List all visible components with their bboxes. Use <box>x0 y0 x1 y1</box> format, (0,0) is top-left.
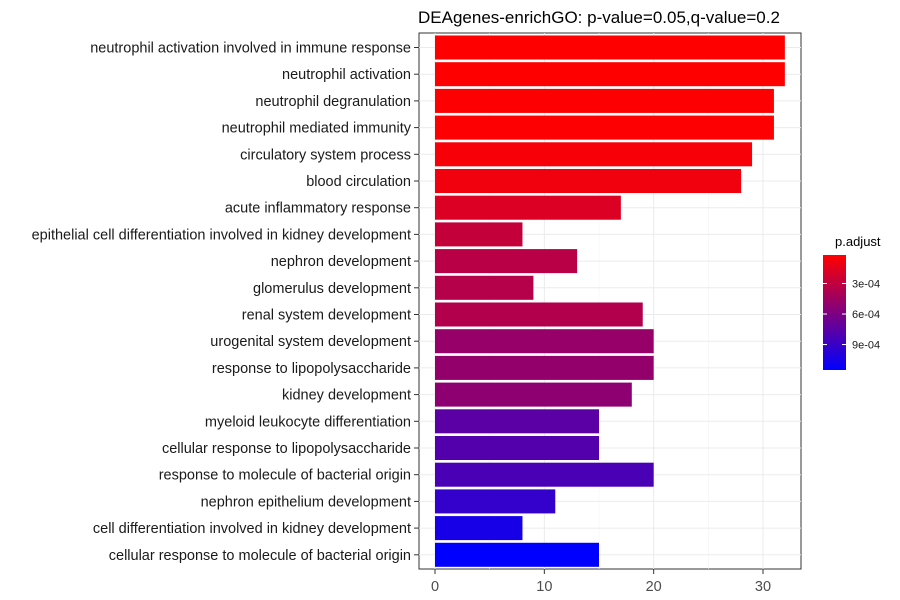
legend-ticks: 3e-04 6e-04 9e-04 <box>823 278 880 352</box>
category-label: neutrophil mediated immunity <box>222 121 412 137</box>
x-tick-label: 10 <box>536 579 552 595</box>
x-tick-label: 0 <box>431 579 439 595</box>
bar <box>435 195 621 220</box>
legend-tick-label: 9e-04 <box>852 340 880 352</box>
bar <box>435 88 774 113</box>
category-label: epithelial cell differentiation involved… <box>32 227 411 243</box>
bar <box>435 409 599 434</box>
category-label: cellular response to lipopolysaccharide <box>162 441 411 457</box>
category-label: neutrophil activation <box>282 67 411 83</box>
bar <box>435 542 599 567</box>
plot-panel <box>418 32 802 570</box>
category-label: urogenital system development <box>210 334 411 350</box>
category-label: cell differentiation involved in kidney … <box>93 521 411 537</box>
category-label: myeloid leukocyte differentiation <box>205 414 411 430</box>
bar <box>435 302 643 327</box>
bar <box>435 275 534 300</box>
category-label: response to lipopolysaccharide <box>212 361 411 377</box>
legend-tick-label: 3e-04 <box>852 278 880 290</box>
bar <box>435 329 654 354</box>
x-tick-label: 20 <box>646 579 662 595</box>
chart-title: DEAgenes-enrichGO: p-value=0.05,q-value=… <box>418 8 780 27</box>
category-label: kidney development <box>282 388 411 404</box>
bar <box>435 355 654 380</box>
bar <box>435 168 742 194</box>
bar <box>435 516 523 541</box>
category-label: cellular response to molecule of bacteri… <box>109 548 411 564</box>
category-label: glomerulus development <box>253 281 411 297</box>
legend-tick-label: 6e-04 <box>852 309 880 321</box>
bar <box>435 142 753 167</box>
category-labels: neutrophil activation involved in immune… <box>32 41 419 564</box>
bar <box>435 62 785 87</box>
category-label: renal system development <box>242 308 411 324</box>
category-label: nephron development <box>271 254 411 270</box>
legend-colorbar <box>823 255 846 370</box>
bar <box>435 462 654 487</box>
category-label: neutrophil degranulation <box>255 94 411 110</box>
category-label: blood circulation <box>306 174 411 190</box>
bar <box>435 222 523 247</box>
category-label: neutrophil activation involved in immune… <box>90 41 411 57</box>
bar <box>435 489 556 514</box>
x-tick-label: 30 <box>755 579 771 595</box>
bar <box>435 249 578 274</box>
color-legend: p.adjust 3e-04 6e-04 9e-04 <box>823 234 881 370</box>
x-axis-ticks: 0 10 20 30 <box>431 569 771 595</box>
bar <box>435 35 785 60</box>
bar <box>435 435 599 461</box>
category-label: circulatory system process <box>240 147 411 163</box>
category-label: nephron epithelium development <box>201 494 411 510</box>
bar <box>435 115 774 140</box>
category-label: response to molecule of bacterial origin <box>159 468 411 484</box>
legend-title: p.adjust <box>835 234 881 249</box>
category-label: acute inflammatory response <box>225 201 411 217</box>
bars <box>435 35 785 567</box>
bar <box>435 382 632 407</box>
